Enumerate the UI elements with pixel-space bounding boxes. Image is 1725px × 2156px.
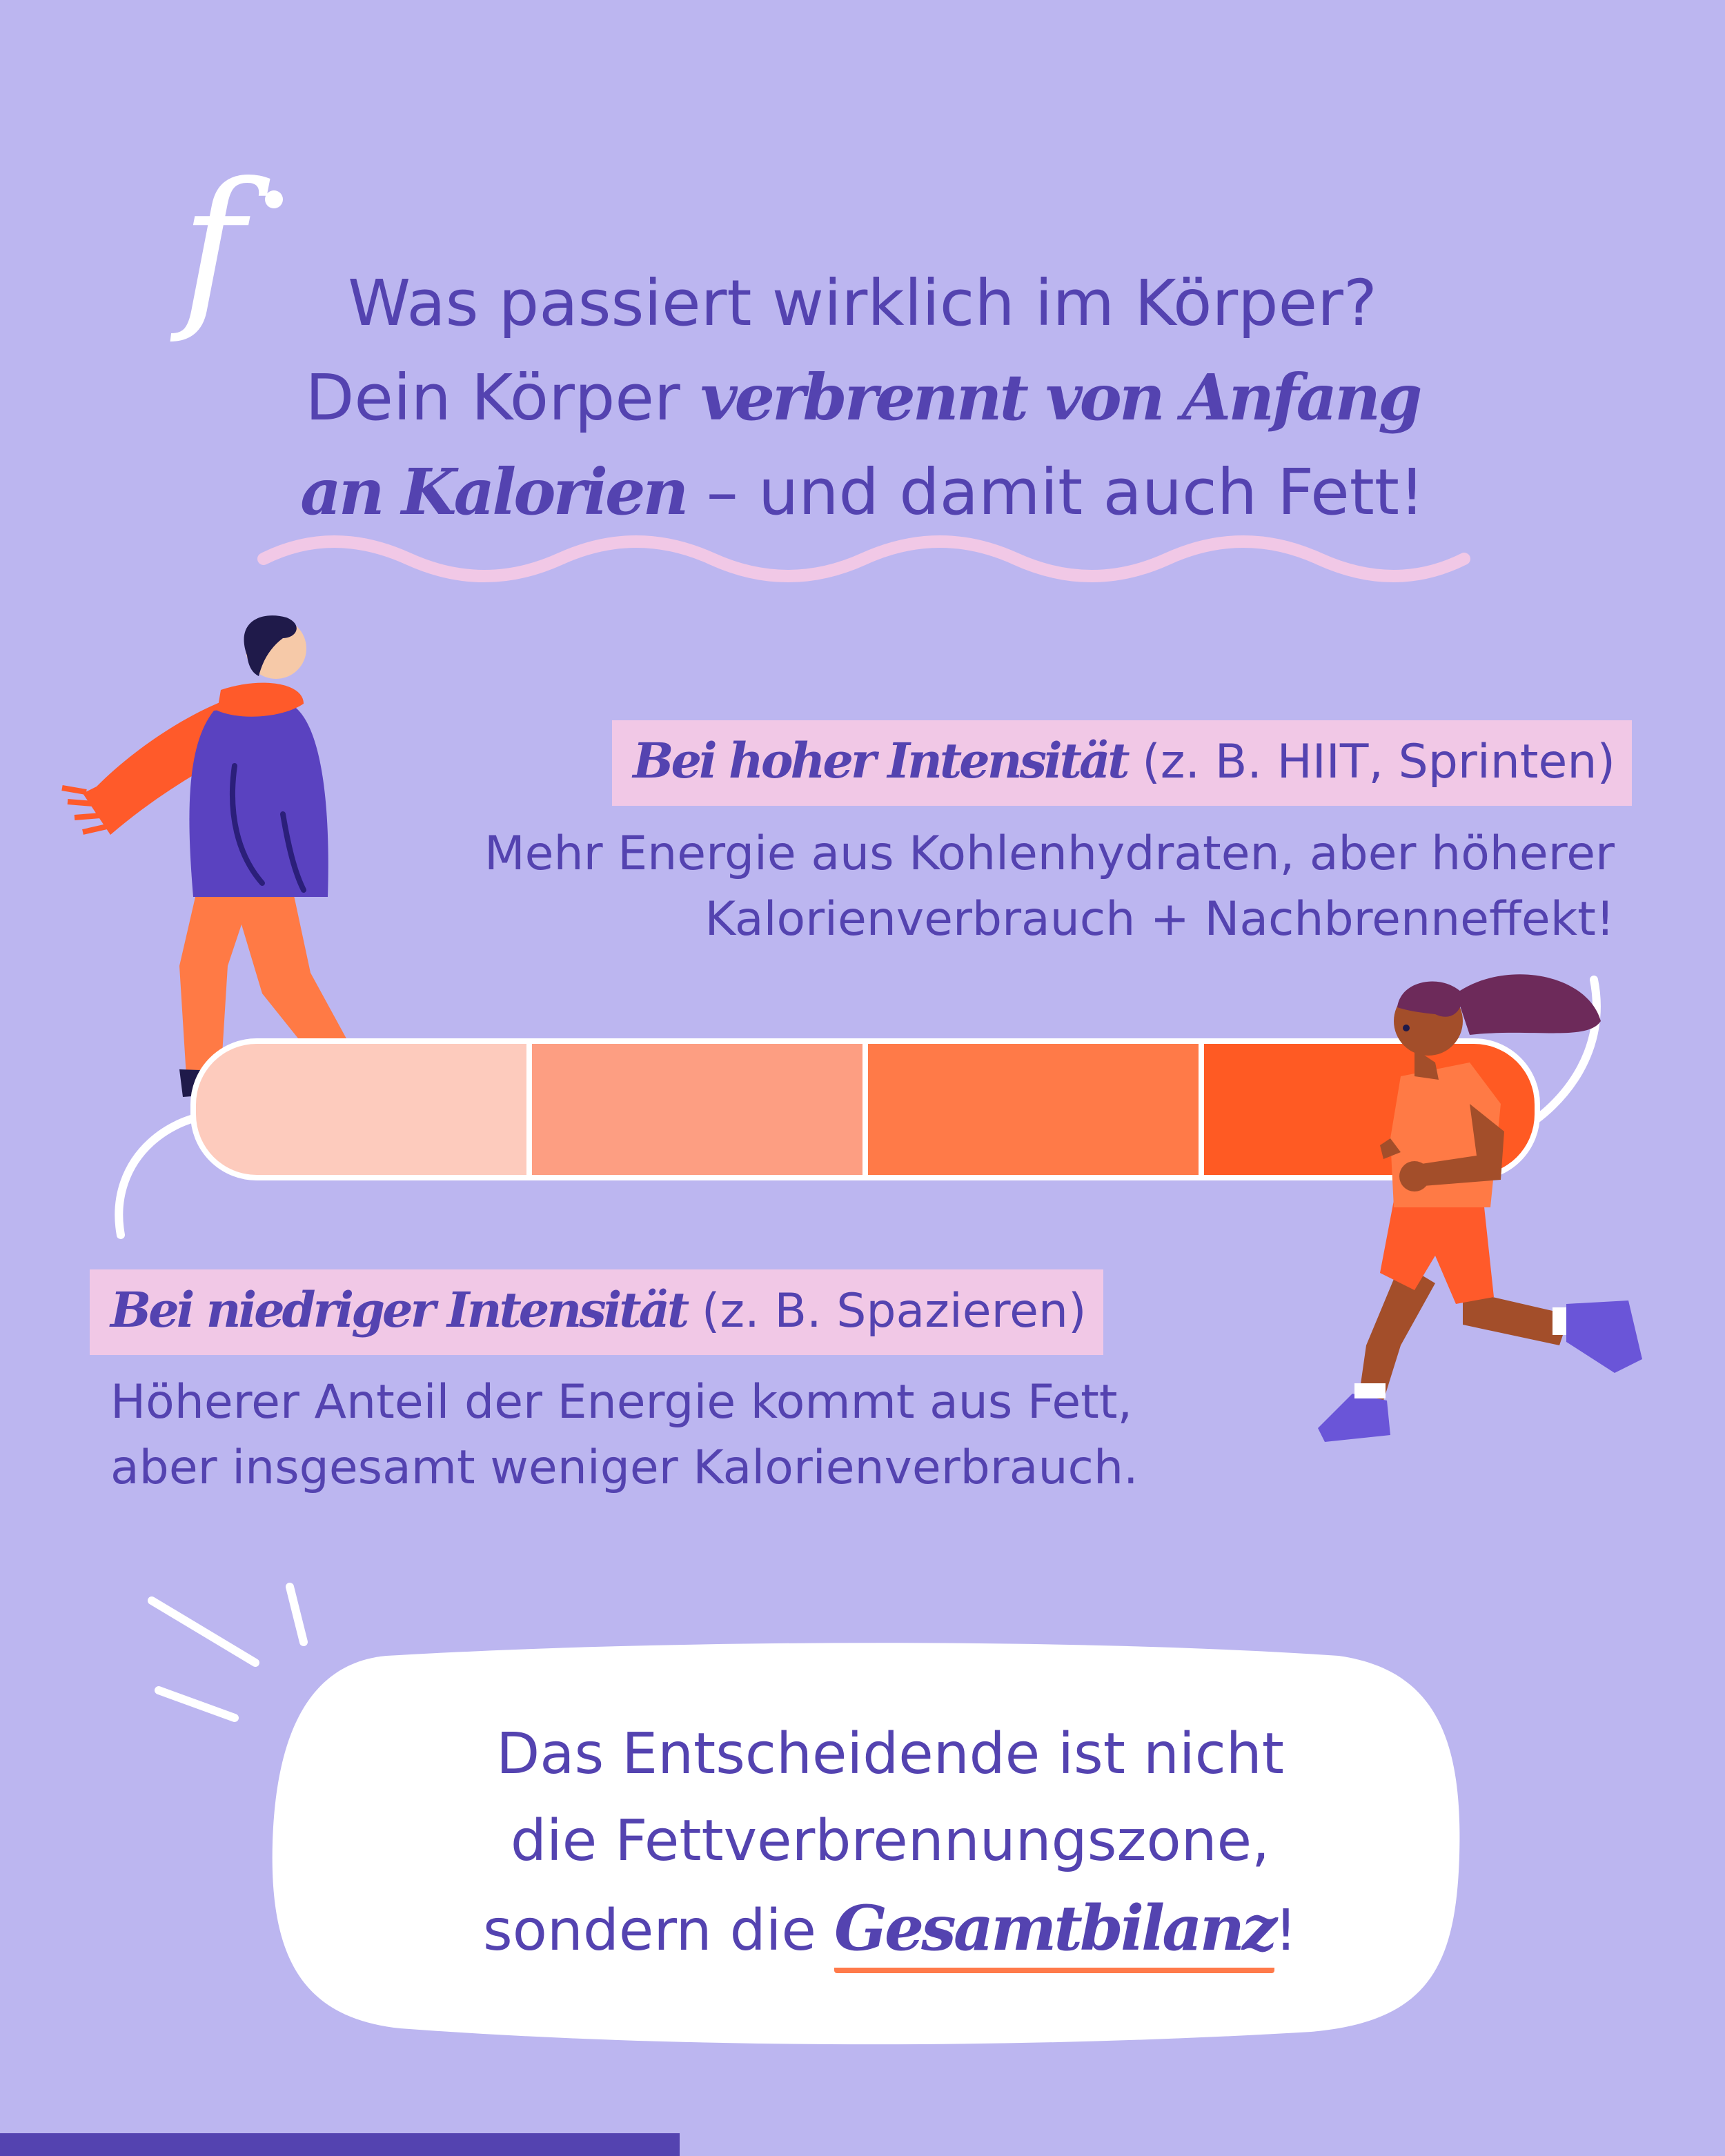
brand-logo: f xyxy=(181,146,245,346)
logo-dot xyxy=(265,190,283,208)
high-intensity-tag: Bei hoher Intensität (z. B. HIIT, Sprint… xyxy=(612,720,1632,806)
conclusion-line-1: Das Entscheidende ist nicht xyxy=(496,1721,1284,1787)
low-intensity-example: (z. B. Spazieren) xyxy=(687,1284,1087,1338)
high-intensity-line-2: Kalorienverbrauch + Nachbrenneffekt! xyxy=(704,892,1615,947)
wavy-underline xyxy=(257,535,1470,582)
high-intensity-description: Mehr Energie aus Kohlenhydraten, aber hö… xyxy=(373,821,1615,952)
intensity-segment-3 xyxy=(868,1044,1199,1175)
headline-line-2: Dein Körper verbrennt von Anfang xyxy=(305,360,1423,435)
intensity-segment-1 xyxy=(196,1044,526,1175)
conclusion-line-3: sondern die Gesamtbilanz! xyxy=(290,1885,1490,1975)
high-intensity-example: (z. B. HIIT, Sprinten) xyxy=(1127,735,1615,789)
low-intensity-line-2: aber insgesamt weniger Kalorienverbrauch… xyxy=(110,1441,1138,1495)
low-intensity-description: Höherer Anteil der Energie kommt aus Fet… xyxy=(110,1369,1283,1501)
headline: Was passiert wirklich im Körper? Dein Kö… xyxy=(207,257,1518,540)
headline-line-1: Was passiert wirklich im Körper? xyxy=(348,266,1377,340)
high-intensity-line-1: Mehr Energie aus Kohlenhydraten, aber hö… xyxy=(484,827,1615,881)
speech-bubble xyxy=(272,1643,1460,2045)
intensity-segment-2 xyxy=(532,1044,862,1175)
headline-emphasis-1: verbrennt von Anfang xyxy=(700,360,1423,435)
conclusion-line-2: die Fettverbrennungszone, xyxy=(510,1808,1270,1874)
conclusion-text: Das Entscheidende ist nicht die Fettverb… xyxy=(290,1711,1490,1975)
headline-emphasis-2: an Kalorien xyxy=(300,455,689,529)
headline-line-3: an Kalorien – und damit auch Fett! xyxy=(300,455,1425,529)
bottom-progress-strip xyxy=(0,2133,680,2156)
low-intensity-tag: Bei niedriger Intensität (z. B. Spaziere… xyxy=(90,1269,1103,1355)
high-intensity-title: Bei hoher Intensität xyxy=(633,732,1130,789)
emphasis-lines xyxy=(148,1583,308,1722)
conclusion-emphasis: Gesamtbilanz xyxy=(834,1892,1277,1973)
low-intensity-title: Bei niedriger Intensität xyxy=(110,1281,689,1338)
running-person-illustration xyxy=(1318,974,1642,1442)
low-intensity-line-1: Höherer Anteil der Energie kommt aus Fet… xyxy=(110,1375,1133,1430)
